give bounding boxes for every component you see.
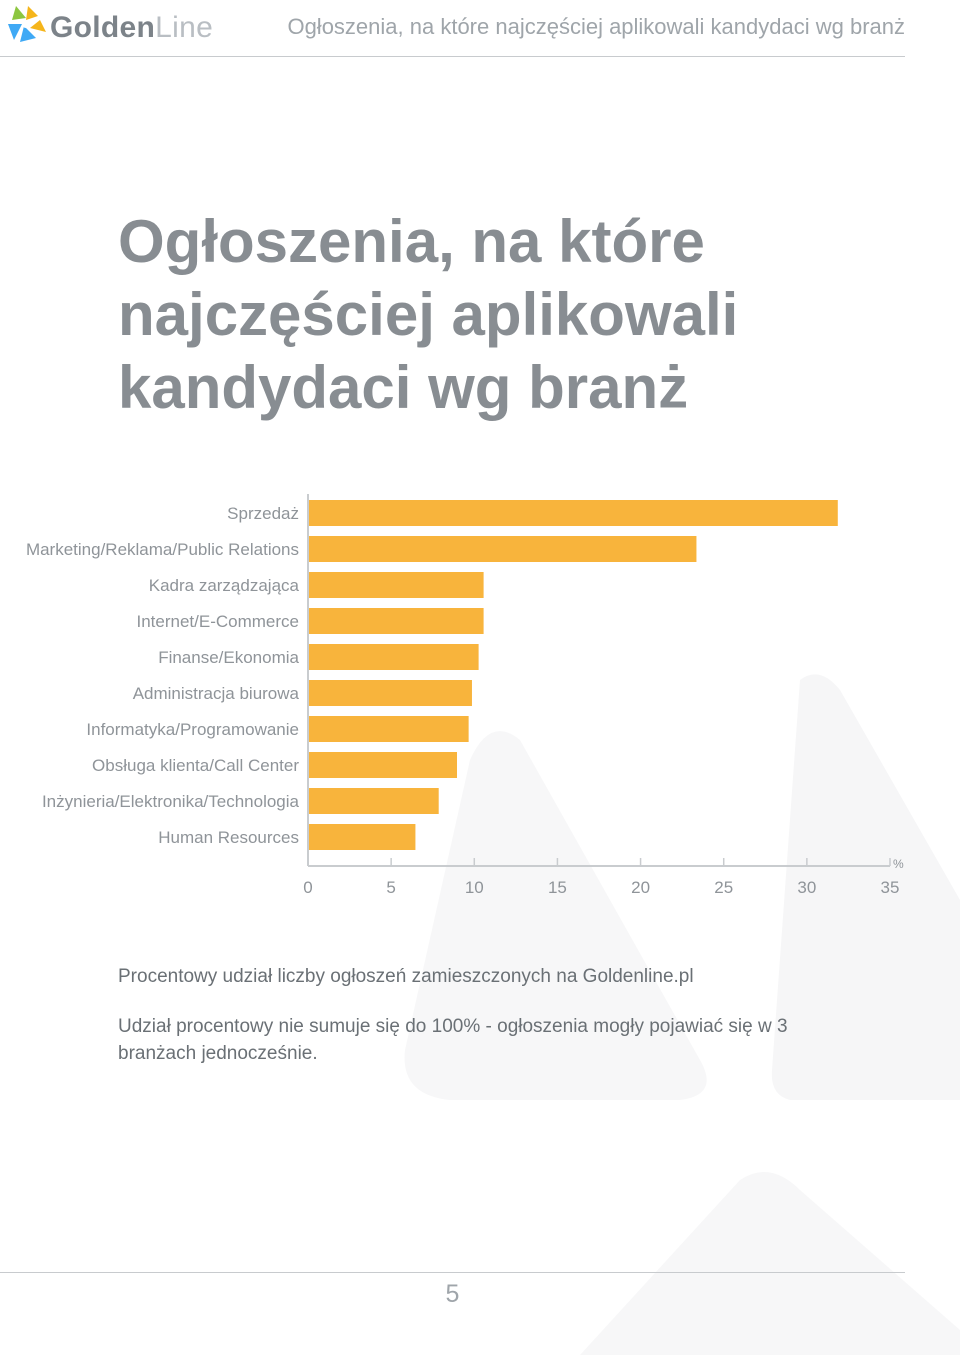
chart-caption: Procentowy udział liczby ogłoszeń zamies… (118, 966, 694, 987)
bar-6 (309, 680, 472, 706)
x-axis-unit: % (893, 857, 904, 871)
bar-8 (309, 752, 457, 778)
page-header: GoldenLine Ogłoszenia, na które najczęśc… (0, 0, 905, 57)
category-label: Finanse/Ekonomia (158, 648, 299, 667)
x-tick-label: 15 (548, 878, 567, 897)
category-label: Internet/E-Commerce (137, 612, 300, 631)
x-tick-label: 5 (386, 878, 395, 897)
page-number: 5 (445, 1280, 460, 1308)
bar-10 (309, 824, 416, 850)
header-divider (0, 56, 905, 57)
x-tick-label: 20 (631, 878, 650, 897)
x-tick-label: 0 (303, 878, 312, 897)
logo-wordmark: GoldenLine (50, 8, 213, 48)
category-label: Obsługa klienta/Call Center (92, 756, 299, 775)
category-label: Kadra zarządzająca (149, 576, 300, 595)
category-label: Sprzedaż (227, 504, 299, 523)
x-tick-label: 10 (465, 878, 484, 897)
bar-2 (309, 536, 697, 562)
bar-chart: Sprzedaż Marketing/Reklama/Public Relatio… (26, 494, 904, 897)
category-label: Administracja biurowa (133, 684, 300, 703)
category-label: Marketing/Reklama/Public Relations (26, 540, 299, 559)
bar-4 (309, 608, 484, 634)
bar-5 (309, 644, 479, 670)
chart-note: Udział procentowy nie sumuje się do 100%… (118, 1016, 788, 1064)
category-label: Inżynieria/Elektronika/Technologia (42, 792, 300, 811)
page-title: Ogłoszenia, na które najczęściej aplikow… (118, 208, 739, 421)
x-tick-label: 35 (881, 878, 900, 897)
bar-7 (309, 716, 469, 742)
bar-3 (309, 572, 484, 598)
x-tick-label: 30 (797, 878, 816, 897)
bar-9 (309, 788, 439, 814)
logo-line-text: Line (155, 11, 214, 44)
logo-golden-text: Golden (50, 11, 156, 44)
category-label: Human Resources (158, 828, 299, 847)
x-tick-label: 25 (714, 878, 733, 897)
category-label: Informatyka/Programowanie (86, 720, 299, 739)
logo-star-icon (8, 6, 46, 42)
bar-1 (309, 500, 838, 526)
header-title: Ogłoszenia, na które najczęściej aplikow… (287, 14, 905, 39)
footer-divider (0, 1272, 905, 1273)
